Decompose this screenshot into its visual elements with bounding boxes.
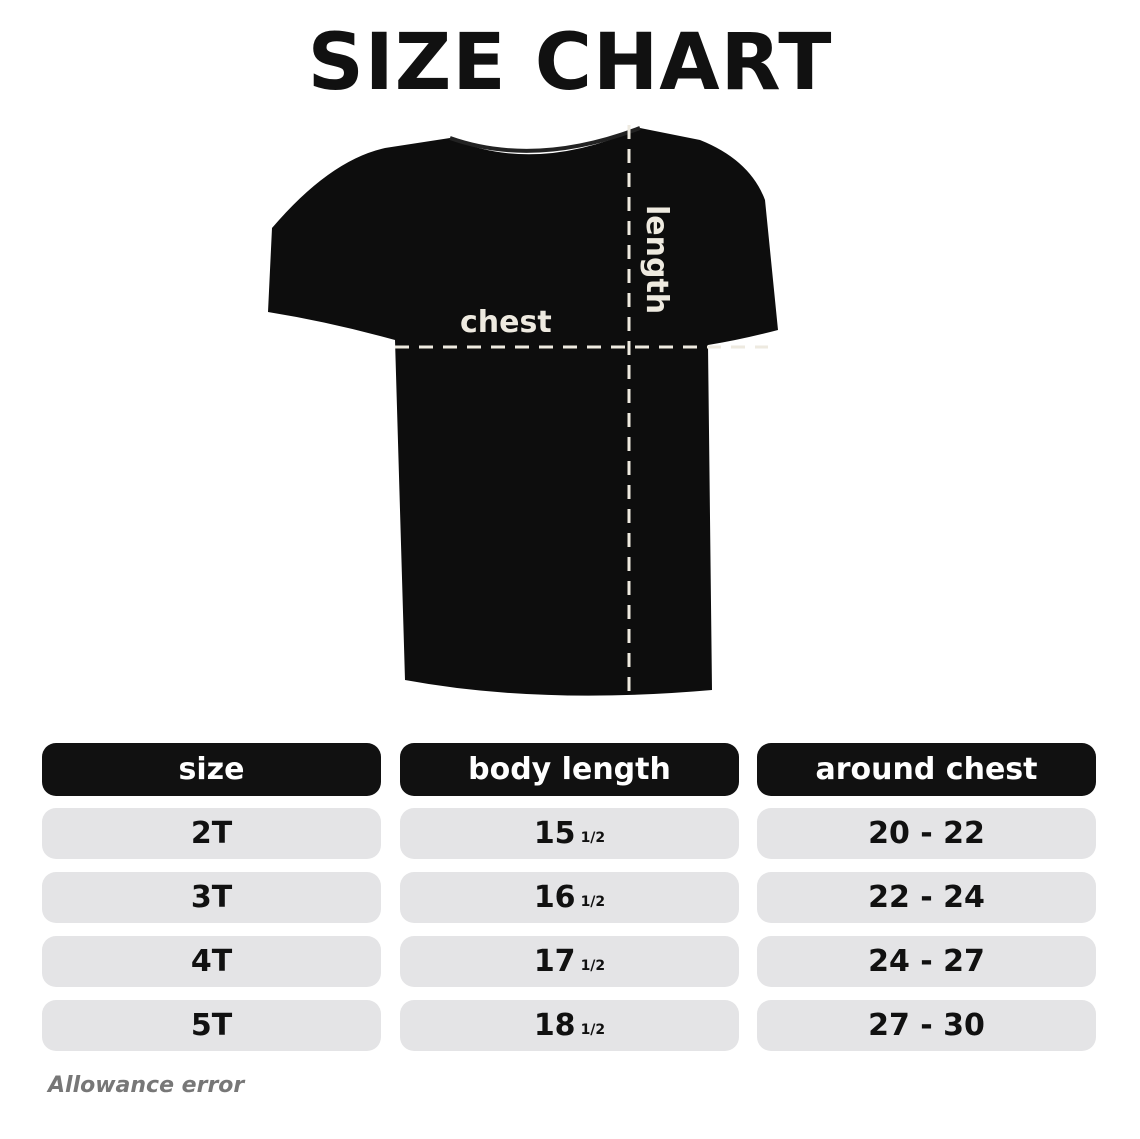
body-length-cell: 15 1/2 <box>400 808 739 859</box>
size-cell: 2T <box>42 808 381 859</box>
allowance-note: Allowance error <box>48 1073 245 1098</box>
length-label: length <box>639 205 674 314</box>
fraction: 1/2 <box>580 893 606 910</box>
body-length-value: 18 <box>533 1008 576 1043</box>
header-around-chest: around chest <box>757 743 1096 796</box>
tshirt-shape <box>268 128 778 696</box>
fraction: 1/2 <box>580 957 606 974</box>
size-cell: 4T <box>42 936 381 987</box>
around-chest-cell: 24 - 27 <box>757 936 1096 987</box>
around-chest-cell: 20 - 22 <box>757 808 1096 859</box>
tshirt-diagram: chest length <box>268 125 778 696</box>
body-length-cell: 16 1/2 <box>400 872 739 923</box>
size-cell: 3T <box>42 872 381 923</box>
body-length-value: 15 <box>533 816 576 851</box>
body-length-cell: 17 1/2 <box>400 936 739 987</box>
size-cell: 5T <box>42 1000 381 1051</box>
chest-label: chest <box>460 305 552 340</box>
collar <box>449 126 641 153</box>
header-size: size <box>42 743 381 796</box>
page-title: SIZE CHART <box>307 18 833 108</box>
fraction: 1/2 <box>580 1021 606 1038</box>
around-chest-cell: 22 - 24 <box>757 872 1096 923</box>
fraction: 1/2 <box>580 829 606 846</box>
body-length-value: 16 <box>533 880 576 915</box>
header-body-length: body length <box>400 743 739 796</box>
body-length-cell: 18 1/2 <box>400 1000 739 1051</box>
body-length-value: 17 <box>533 944 576 979</box>
around-chest-cell: 27 - 30 <box>757 1000 1096 1051</box>
